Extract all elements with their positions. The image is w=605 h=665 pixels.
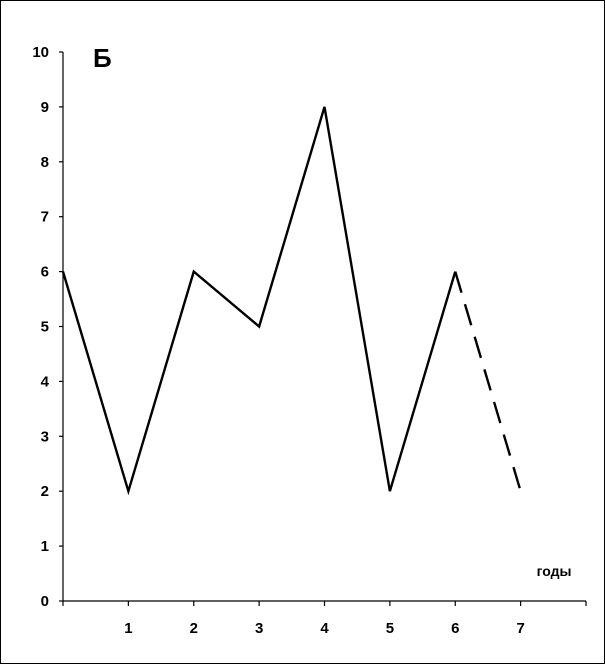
y-tick-label: 7 (41, 209, 49, 226)
y-tick-label: 5 (41, 319, 49, 336)
x-tick-label: 7 (516, 620, 524, 637)
forecast-line (454, 271, 522, 492)
data-line (61, 106, 457, 496)
y-tick-label: 3 (41, 428, 49, 445)
y-tick-label: 9 (41, 99, 49, 116)
y-tick-label: 4 (41, 373, 50, 390)
y-tick-label: 8 (41, 154, 49, 171)
y-tick-label: 2 (41, 483, 49, 500)
x-tick-label: 6 (451, 620, 459, 637)
y-tick-label: 0 (41, 593, 49, 610)
x-axis-label: годы (537, 563, 572, 579)
y-tick-label: 1 (41, 538, 49, 555)
panel-label: Б (93, 43, 112, 73)
y-tick-label: 6 (41, 264, 49, 281)
x-tick-label: 5 (386, 620, 394, 637)
x-tick-label: 2 (190, 620, 198, 637)
x-tick-label: 1 (124, 620, 132, 637)
y-tick-label: 10 (32, 44, 49, 61)
x-tick-label: 3 (255, 620, 263, 637)
x-tick-label: 4 (320, 620, 329, 637)
